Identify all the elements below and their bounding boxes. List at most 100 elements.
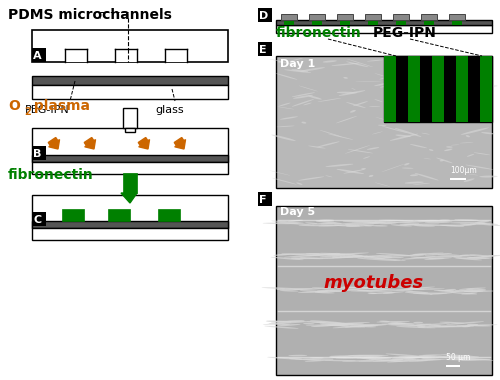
Bar [424, 20, 434, 25]
Ellipse shape [336, 116, 357, 123]
Ellipse shape [278, 107, 294, 109]
Text: 2: 2 [24, 107, 31, 117]
Ellipse shape [444, 289, 456, 291]
Ellipse shape [468, 255, 500, 258]
Ellipse shape [393, 356, 432, 358]
Ellipse shape [328, 253, 340, 255]
Ellipse shape [465, 325, 491, 326]
Ellipse shape [376, 287, 396, 289]
Ellipse shape [344, 324, 389, 328]
Ellipse shape [444, 290, 486, 292]
Ellipse shape [332, 255, 368, 258]
Ellipse shape [290, 58, 302, 61]
Ellipse shape [410, 288, 420, 290]
Ellipse shape [357, 287, 378, 289]
Ellipse shape [382, 126, 407, 133]
Ellipse shape [317, 141, 340, 147]
Ellipse shape [324, 360, 356, 361]
Ellipse shape [450, 222, 486, 223]
Ellipse shape [391, 359, 404, 361]
Ellipse shape [270, 257, 304, 260]
Ellipse shape [342, 360, 374, 362]
Ellipse shape [306, 254, 346, 256]
Ellipse shape [436, 81, 463, 83]
Ellipse shape [443, 70, 455, 73]
Ellipse shape [481, 255, 497, 257]
Bar [32, 162, 228, 174]
Ellipse shape [466, 135, 470, 137]
Ellipse shape [334, 225, 360, 226]
Ellipse shape [418, 325, 442, 327]
Ellipse shape [450, 292, 477, 295]
Ellipse shape [424, 253, 452, 256]
Ellipse shape [404, 358, 416, 360]
Ellipse shape [460, 223, 487, 226]
Ellipse shape [367, 60, 384, 62]
Ellipse shape [276, 126, 294, 127]
FancyArrow shape [84, 138, 96, 149]
Ellipse shape [327, 254, 372, 257]
Ellipse shape [328, 134, 353, 140]
Ellipse shape [362, 256, 393, 258]
Ellipse shape [426, 256, 456, 258]
Ellipse shape [268, 323, 290, 325]
Bar [340, 20, 350, 25]
Ellipse shape [332, 63, 360, 66]
Ellipse shape [291, 257, 306, 259]
Ellipse shape [374, 73, 395, 79]
Ellipse shape [276, 73, 297, 80]
Ellipse shape [324, 287, 368, 288]
Ellipse shape [266, 321, 292, 322]
Ellipse shape [292, 99, 314, 107]
Ellipse shape [368, 222, 392, 224]
Bar [32, 85, 228, 99]
Ellipse shape [281, 253, 324, 256]
Ellipse shape [470, 86, 498, 88]
Ellipse shape [400, 223, 419, 225]
Ellipse shape [430, 292, 457, 295]
Ellipse shape [461, 359, 490, 361]
Ellipse shape [270, 171, 290, 176]
Ellipse shape [376, 117, 390, 121]
Bar [32, 146, 46, 160]
Ellipse shape [410, 256, 436, 259]
Ellipse shape [466, 165, 493, 169]
Ellipse shape [398, 356, 440, 358]
Ellipse shape [330, 355, 362, 357]
Ellipse shape [462, 293, 477, 294]
Bar [421, 14, 437, 20]
Ellipse shape [267, 357, 302, 359]
Ellipse shape [417, 326, 425, 328]
Bar [396, 20, 406, 25]
Bar [158, 209, 180, 221]
Bar [432, 56, 444, 122]
Ellipse shape [371, 225, 388, 226]
Ellipse shape [376, 321, 410, 323]
Ellipse shape [466, 288, 475, 290]
Ellipse shape [441, 354, 480, 357]
Ellipse shape [362, 222, 386, 223]
Ellipse shape [288, 355, 308, 356]
Bar [258, 42, 272, 56]
Ellipse shape [410, 144, 427, 148]
Ellipse shape [318, 225, 352, 226]
Bar [449, 14, 465, 20]
Ellipse shape [293, 95, 313, 99]
Ellipse shape [342, 221, 376, 223]
Bar [123, 173, 137, 193]
Ellipse shape [319, 219, 334, 221]
Ellipse shape [373, 359, 404, 361]
Ellipse shape [328, 325, 344, 326]
Ellipse shape [361, 168, 366, 170]
Text: PEG-IPN: PEG-IPN [25, 105, 70, 115]
Ellipse shape [383, 292, 395, 294]
Ellipse shape [330, 323, 353, 326]
Ellipse shape [435, 326, 474, 328]
Ellipse shape [306, 321, 326, 323]
Ellipse shape [404, 182, 424, 184]
Ellipse shape [414, 322, 423, 323]
Ellipse shape [295, 358, 334, 360]
Ellipse shape [320, 223, 342, 225]
Ellipse shape [476, 222, 498, 225]
Ellipse shape [361, 358, 376, 359]
